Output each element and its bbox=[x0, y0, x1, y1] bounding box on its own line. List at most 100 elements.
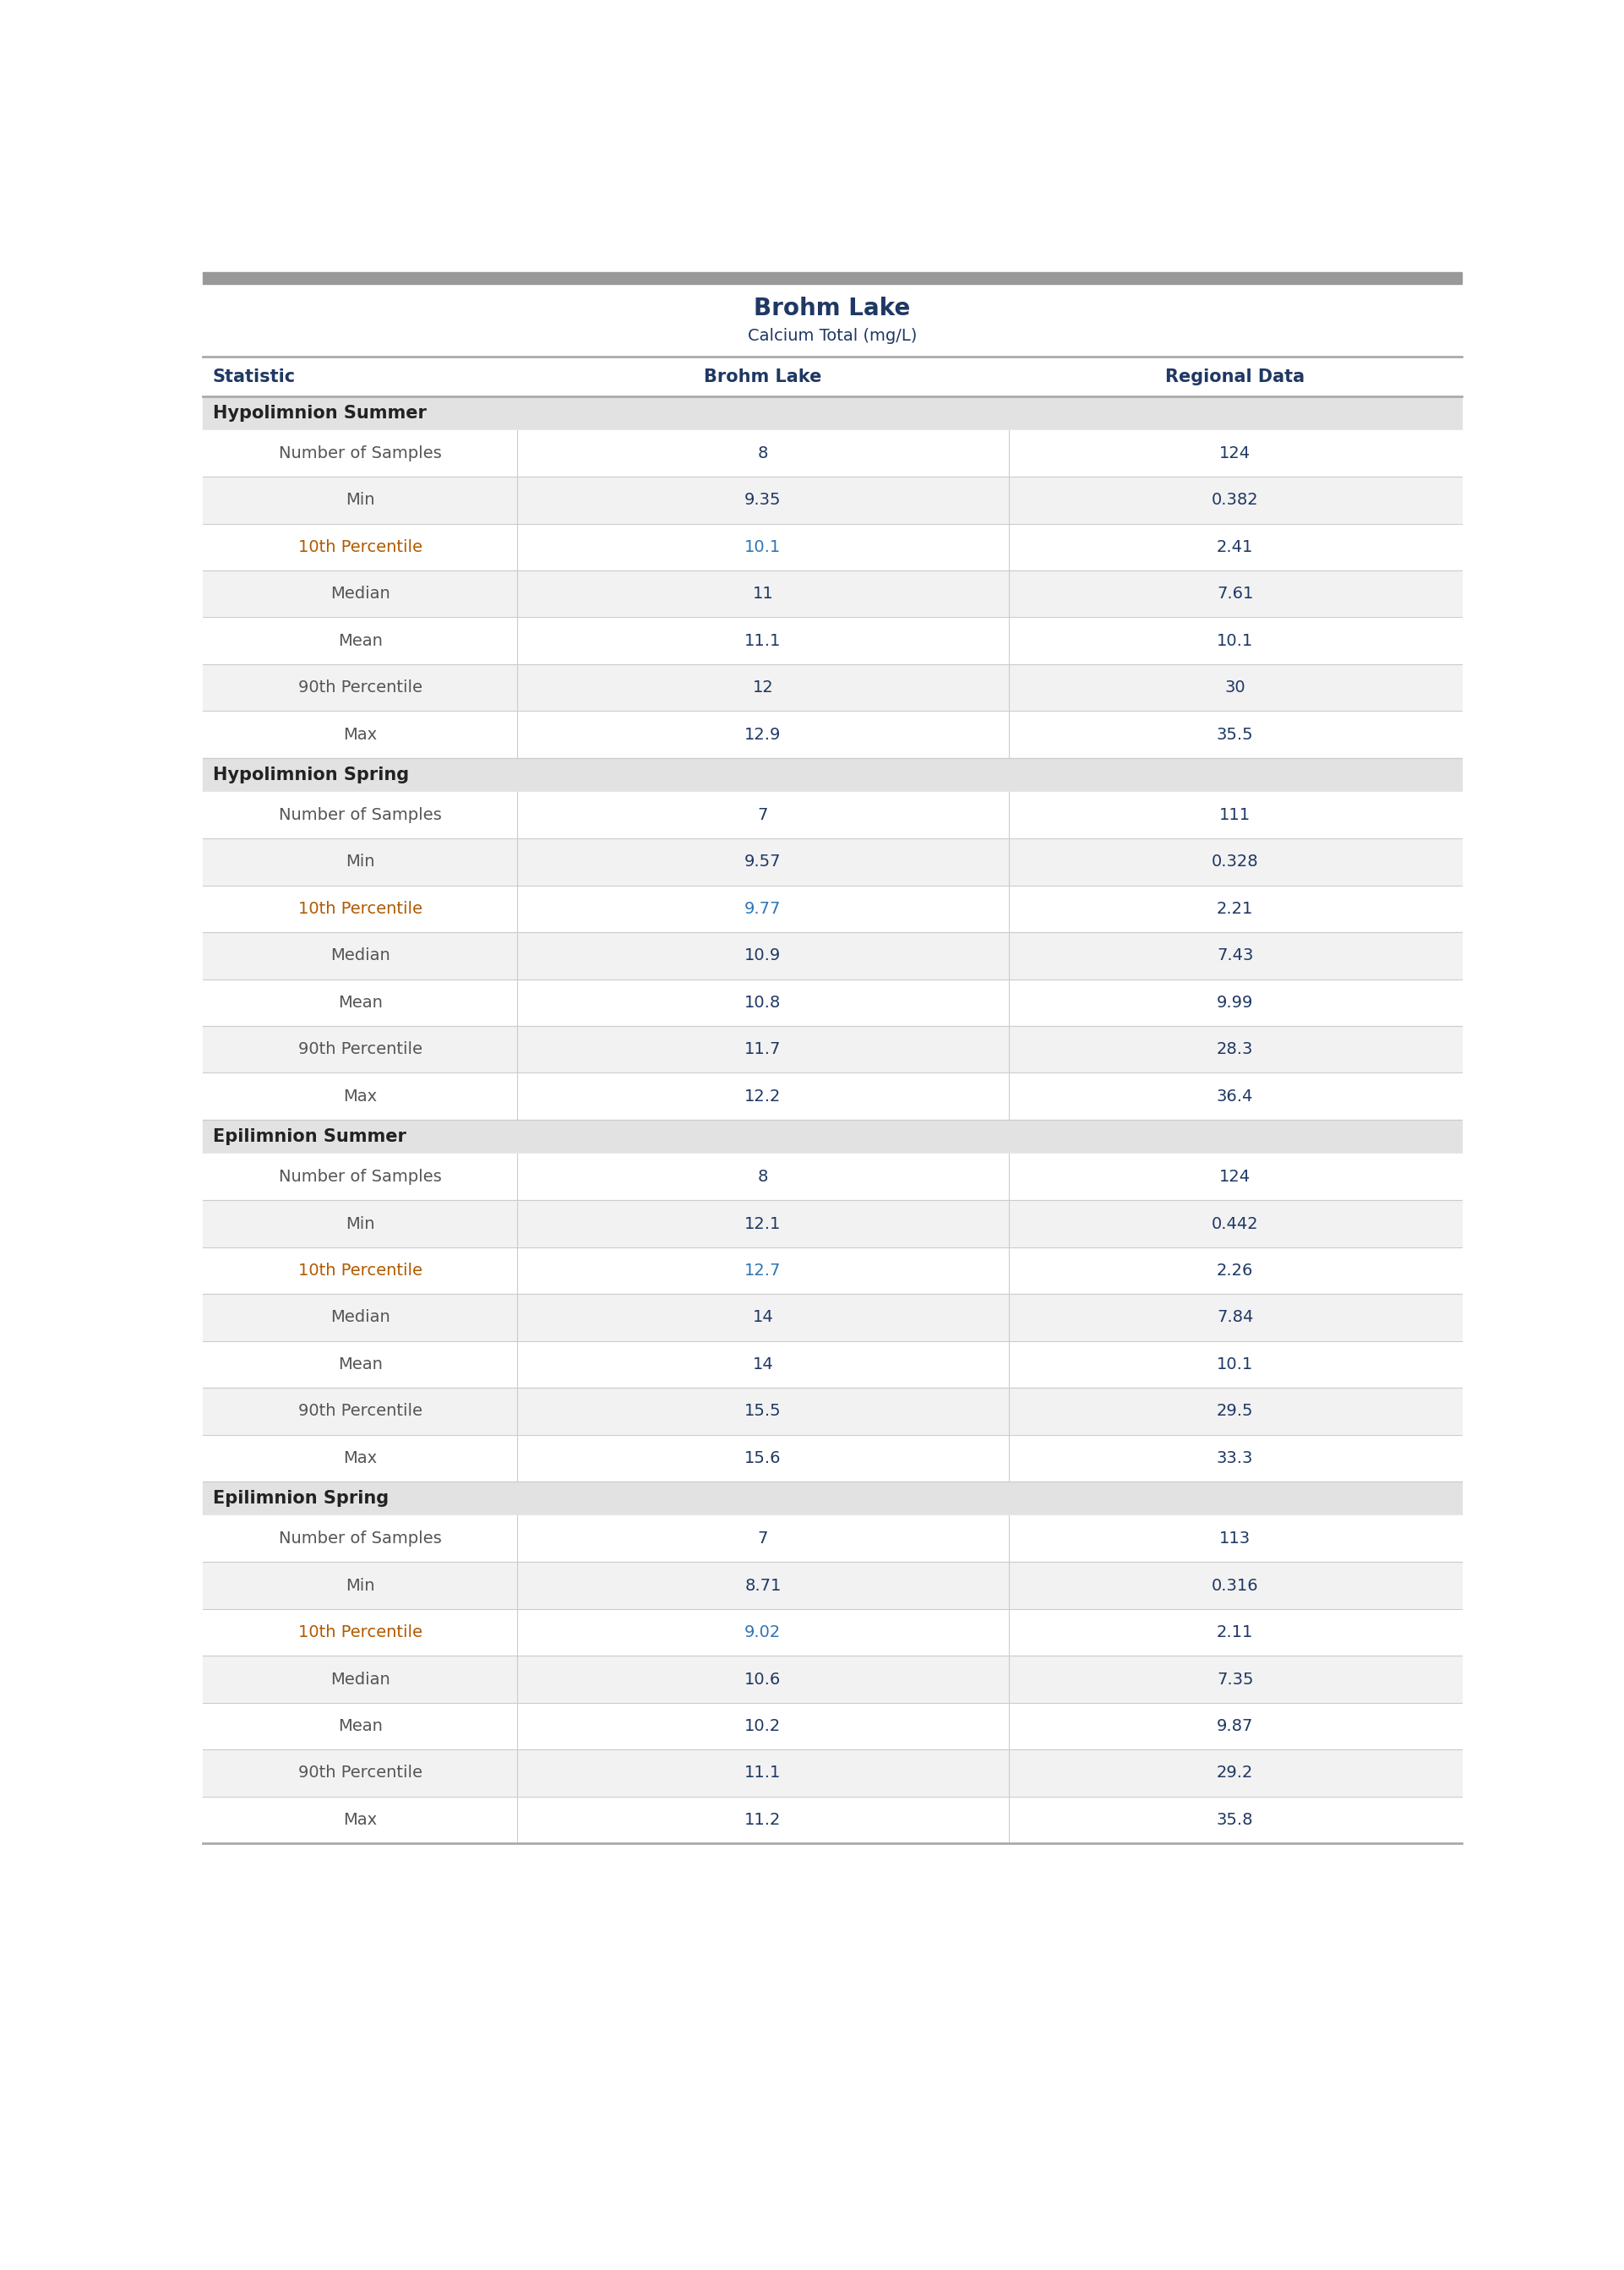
Text: 10.1: 10.1 bbox=[1216, 633, 1254, 649]
Text: 10.2: 10.2 bbox=[745, 1718, 781, 1734]
Text: 9.87: 9.87 bbox=[1216, 1718, 1254, 1734]
Bar bbox=[203, 933, 1462, 978]
Text: 10th Percentile: 10th Percentile bbox=[299, 1625, 422, 1641]
Bar bbox=[203, 1562, 1462, 1609]
Text: 8: 8 bbox=[758, 445, 768, 461]
Text: 9.35: 9.35 bbox=[744, 493, 781, 508]
Bar bbox=[203, 429, 1462, 477]
Bar bbox=[203, 617, 1462, 665]
Text: 7: 7 bbox=[758, 1530, 768, 1546]
Bar bbox=[203, 885, 1462, 933]
Bar bbox=[203, 1294, 1462, 1342]
Text: 7.61: 7.61 bbox=[1216, 586, 1254, 602]
Text: Min: Min bbox=[346, 1578, 375, 1594]
Bar bbox=[203, 1153, 1462, 1201]
Text: Epilimnion Spring: Epilimnion Spring bbox=[213, 1489, 388, 1507]
Text: 10.1: 10.1 bbox=[1216, 1355, 1254, 1373]
Text: 14: 14 bbox=[752, 1310, 773, 1326]
Text: 28.3: 28.3 bbox=[1216, 1042, 1254, 1058]
Text: 12.2: 12.2 bbox=[744, 1087, 781, 1103]
Text: Brohm Lake: Brohm Lake bbox=[754, 297, 911, 320]
Bar bbox=[203, 1387, 1462, 1435]
Bar bbox=[203, 1702, 1462, 1750]
Text: Hypolimnion Summer: Hypolimnion Summer bbox=[213, 404, 427, 422]
Text: 33.3: 33.3 bbox=[1216, 1451, 1254, 1466]
Bar bbox=[203, 395, 1462, 429]
Text: 14: 14 bbox=[752, 1355, 773, 1373]
Text: 7.84: 7.84 bbox=[1216, 1310, 1254, 1326]
Text: 0.382: 0.382 bbox=[1212, 493, 1259, 508]
Text: Number of Samples: Number of Samples bbox=[279, 1530, 442, 1546]
Text: Median: Median bbox=[330, 1310, 390, 1326]
Bar bbox=[203, 1482, 1462, 1516]
Text: Epilimnion Summer: Epilimnion Summer bbox=[213, 1128, 406, 1144]
Text: 124: 124 bbox=[1220, 1169, 1250, 1185]
Bar bbox=[203, 665, 1462, 711]
Bar bbox=[203, 1246, 1462, 1294]
Text: 90th Percentile: 90th Percentile bbox=[299, 1042, 422, 1058]
Bar bbox=[203, 570, 1462, 617]
Text: 12.1: 12.1 bbox=[744, 1217, 781, 1233]
Text: 10.8: 10.8 bbox=[745, 994, 781, 1010]
Bar bbox=[203, 1516, 1462, 1562]
Text: 36.4: 36.4 bbox=[1216, 1087, 1254, 1103]
Text: Brohm Lake: Brohm Lake bbox=[705, 368, 822, 386]
Bar bbox=[203, 524, 1462, 570]
Text: Mean: Mean bbox=[338, 1718, 383, 1734]
Bar bbox=[203, 356, 1462, 395]
Text: 2.11: 2.11 bbox=[1216, 1625, 1254, 1641]
Bar bbox=[203, 792, 1462, 838]
Text: 11.1: 11.1 bbox=[744, 633, 781, 649]
Text: Median: Median bbox=[330, 947, 390, 965]
Bar bbox=[203, 1655, 1462, 1702]
Text: 9.77: 9.77 bbox=[744, 901, 781, 917]
Text: Min: Min bbox=[346, 854, 375, 869]
Text: 90th Percentile: 90th Percentile bbox=[299, 679, 422, 695]
Text: Max: Max bbox=[343, 726, 377, 742]
Text: Calcium Total (mg/L): Calcium Total (mg/L) bbox=[747, 329, 918, 345]
Text: 8.71: 8.71 bbox=[744, 1578, 781, 1594]
Bar bbox=[203, 1201, 1462, 1246]
Text: 10.6: 10.6 bbox=[745, 1671, 781, 1687]
Text: 9.02: 9.02 bbox=[745, 1625, 781, 1641]
Text: 2.41: 2.41 bbox=[1216, 538, 1254, 556]
Text: 12: 12 bbox=[752, 679, 773, 695]
Bar bbox=[203, 1796, 1462, 1843]
Text: 11.1: 11.1 bbox=[744, 1766, 781, 1782]
Text: 124: 124 bbox=[1220, 445, 1250, 461]
Text: Mean: Mean bbox=[338, 633, 383, 649]
Text: 2.26: 2.26 bbox=[1216, 1262, 1254, 1278]
Bar bbox=[203, 1750, 1462, 1796]
Text: Median: Median bbox=[330, 586, 390, 602]
Text: 15.6: 15.6 bbox=[744, 1451, 781, 1466]
Bar bbox=[203, 1074, 1462, 1119]
Text: 2.21: 2.21 bbox=[1216, 901, 1254, 917]
Text: 90th Percentile: 90th Percentile bbox=[299, 1403, 422, 1419]
Text: Max: Max bbox=[343, 1087, 377, 1103]
Text: Mean: Mean bbox=[338, 994, 383, 1010]
Text: 29.5: 29.5 bbox=[1216, 1403, 1254, 1419]
Text: Number of Samples: Number of Samples bbox=[279, 445, 442, 461]
Text: Regional Data: Regional Data bbox=[1166, 368, 1304, 386]
Text: 9.57: 9.57 bbox=[744, 854, 781, 869]
Text: Max: Max bbox=[343, 1811, 377, 1827]
Text: Number of Samples: Number of Samples bbox=[279, 1169, 442, 1185]
Text: Max: Max bbox=[343, 1451, 377, 1466]
Text: 8: 8 bbox=[758, 1169, 768, 1185]
Text: 30: 30 bbox=[1224, 679, 1246, 695]
Text: 12.9: 12.9 bbox=[744, 726, 781, 742]
Text: 11: 11 bbox=[752, 586, 773, 602]
Text: 12.7: 12.7 bbox=[744, 1262, 781, 1278]
Bar bbox=[203, 1609, 1462, 1655]
Bar bbox=[203, 1342, 1462, 1387]
Text: 0.442: 0.442 bbox=[1212, 1217, 1259, 1233]
Bar bbox=[203, 477, 1462, 524]
Text: 0.316: 0.316 bbox=[1212, 1578, 1259, 1594]
Text: 35.5: 35.5 bbox=[1216, 726, 1254, 742]
Bar bbox=[203, 1026, 1462, 1074]
Text: 0.328: 0.328 bbox=[1212, 854, 1259, 869]
Text: 7: 7 bbox=[758, 808, 768, 824]
Text: 9.99: 9.99 bbox=[1216, 994, 1254, 1010]
Text: Hypolimnion Spring: Hypolimnion Spring bbox=[213, 767, 409, 783]
Bar bbox=[203, 711, 1462, 758]
